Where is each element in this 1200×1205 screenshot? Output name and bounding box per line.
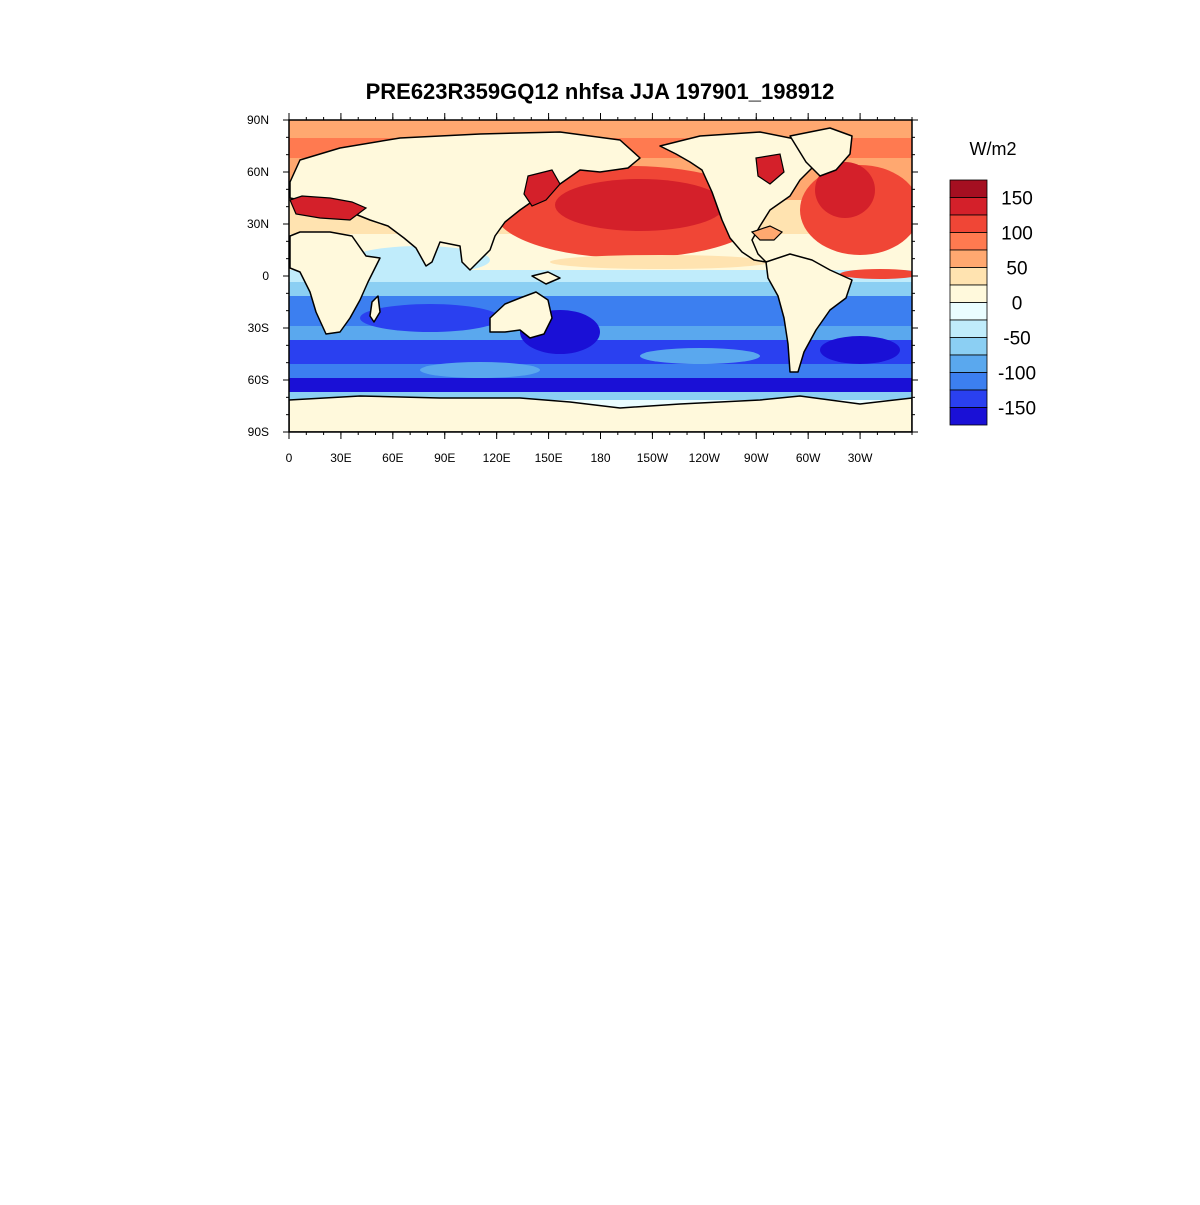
colorbar-swatch (949, 389, 988, 408)
map-axes: 90N 60N 30N 0 30S 60S 90S 0 30E 60E 90E 120E 150E 180… (247, 113, 918, 465)
field-band (289, 378, 912, 392)
gulf-of-mexico (750, 225, 784, 241)
lon-tick-label: 60E (382, 451, 403, 465)
europe-warm (289, 195, 368, 221)
colorbar-swatch (949, 214, 988, 233)
field-band (289, 282, 912, 296)
colorbar-swatch (949, 337, 988, 356)
colorbar-label: 0 (1012, 294, 1023, 315)
colorbar-label: -150 (998, 399, 1036, 420)
colorbar-swatch (949, 302, 988, 321)
land-masses (289, 127, 912, 432)
japan-sea-warm (523, 169, 561, 207)
lon-tick-label: 60W (796, 451, 821, 465)
lon-tick-label: 120W (689, 451, 721, 465)
lat-tick-label: 60S (248, 373, 269, 387)
colorbar-label: -50 (1003, 329, 1030, 350)
colorbar-swatch (949, 284, 988, 303)
lon-tick-label: 120E (483, 451, 511, 465)
lon-tick-label: 150W (637, 451, 669, 465)
lon-tick-label: 150E (535, 451, 563, 465)
lon-tick-label: 180 (590, 451, 610, 465)
colorbar-swatch (949, 407, 988, 426)
hudson-bay (755, 153, 785, 185)
colorbar-swatch (949, 319, 988, 338)
south-atlantic-cold (820, 336, 900, 364)
southern-ocean-patch (420, 362, 540, 378)
lat-tick-label: 0 (262, 269, 269, 283)
lon-tick-label: 90E (434, 451, 455, 465)
lat-tick-label: 90N (247, 113, 269, 127)
colorbar-swatch (949, 354, 988, 373)
field-band (289, 340, 912, 364)
north-atlantic-core (815, 162, 875, 218)
north-pacific-core (555, 179, 725, 231)
equatorial-pacific-warm (550, 255, 770, 269)
lat-tick-label: 60N (247, 165, 269, 179)
greenland-land (789, 127, 853, 177)
colorbar-swatch (949, 232, 988, 251)
plot-title: PRE623R359GQ12 nhfsa JJA 197901_198912 (365, 79, 835, 104)
field-band (289, 392, 912, 400)
lon-tick-label: 30W (848, 451, 873, 465)
colorbar-units: W/m2 (970, 139, 1017, 159)
lon-tick-label: 0 (286, 451, 293, 465)
colorbar-label: 50 (1006, 259, 1027, 280)
south-america-land (765, 253, 853, 373)
colorbar: W/m2 150 100 50 0 -50 -100 -150 (949, 139, 1036, 426)
colorbar-label: 150 (1001, 189, 1033, 210)
australia-land (489, 291, 553, 339)
colorbar-label: -100 (998, 364, 1036, 385)
indian-ocean-cool (350, 246, 490, 274)
lon-tick-label: 90W (744, 451, 769, 465)
colorbar-swatch (949, 372, 988, 391)
southern-ocean-patch-2 (640, 348, 760, 364)
antarctica-land (289, 395, 912, 432)
colorbar-swatch (949, 197, 988, 216)
field-band (289, 364, 912, 378)
ocean-field (289, 120, 912, 432)
colorbar-labels: 150 100 50 0 -50 -100 -150 (998, 189, 1036, 420)
lat-tick-label: 90S (248, 425, 269, 439)
equatorial-atlantic-warm (840, 269, 912, 279)
africa-land (289, 231, 381, 335)
lon-tick-label: 30E (330, 451, 351, 465)
south-indian-cold (360, 304, 500, 332)
colorbar-swatch (949, 249, 988, 268)
lat-tick-label: 30S (248, 321, 269, 335)
colorbar-swatch (949, 267, 988, 286)
eurasia-land (289, 131, 641, 271)
madagascar-land (369, 295, 381, 323)
new-guinea-land (531, 271, 561, 285)
map-panel: 90N 60N 30N 0 30S 60S 90S 0 30E 60E 90E 120E 150E 180… (247, 113, 918, 465)
colorbar-swatch (949, 179, 988, 198)
lat-tick-label: 30N (247, 217, 269, 231)
colorbar-label: 100 (1001, 224, 1033, 245)
colorbar-swatches (949, 179, 988, 426)
